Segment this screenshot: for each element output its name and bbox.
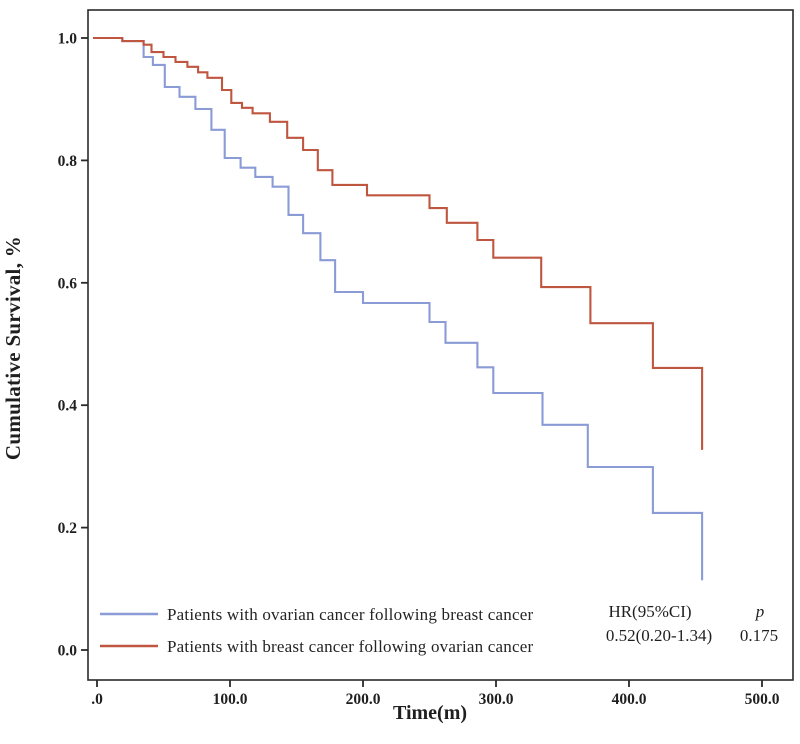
x-tick-label: 400.0: [612, 691, 647, 708]
x-tick-label: 300.0: [479, 691, 514, 708]
p-value: 0.175: [739, 626, 779, 645]
y-tick-label: 0.4: [58, 398, 78, 415]
y-tick-label: 0.8: [58, 153, 78, 170]
legend-label-ovarian-after-breast: Patients with ovarian cancer following b…: [167, 605, 534, 624]
hr-value: 0.52(0.20-1.34): [605, 626, 713, 645]
y-axis-title: Cumulative Survival, %: [1, 235, 25, 461]
y-tick-label: 0.0: [58, 643, 78, 660]
survival-curve-breast-after-ovarian: [93, 36, 704, 450]
hr-column-header: HR(95%CI): [608, 602, 692, 621]
survival-curve-ovarian-after-breast: [93, 36, 704, 581]
y-tick-label: 1.0: [58, 31, 78, 48]
x-tick-label: 100.0: [213, 691, 248, 708]
x-tick-label: 500.0: [745, 691, 780, 708]
plot-border: [87, 9, 794, 681]
x-tick-label: 200.0: [346, 691, 381, 708]
legend-label-breast-after-ovarian: Patients with breast cancer following ov…: [167, 637, 534, 656]
y-tick-label: 0.2: [58, 520, 78, 537]
x-tick-label: .0: [91, 691, 103, 708]
p-column-header: p: [755, 602, 765, 621]
x-axis-title: Time(m): [392, 702, 468, 724]
y-tick-label: 0.6: [58, 275, 78, 292]
